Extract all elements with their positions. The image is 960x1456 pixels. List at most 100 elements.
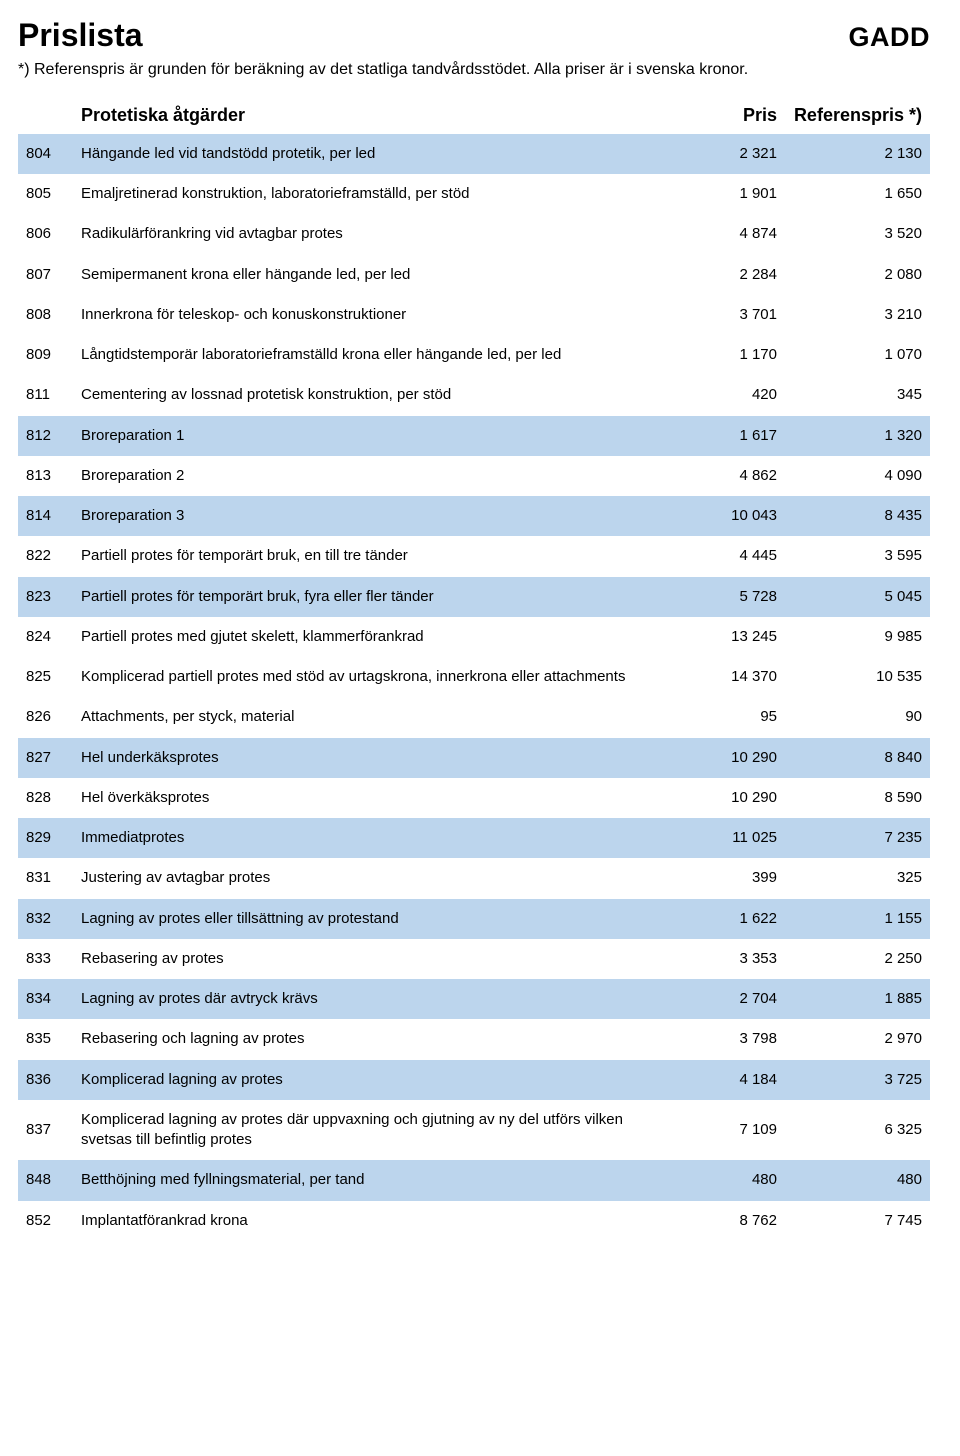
cell-code: 813 bbox=[18, 466, 81, 486]
cell-pris: 2 321 bbox=[687, 144, 777, 164]
cell-ref: 8 840 bbox=[777, 748, 930, 768]
header-row: Prislista GADD bbox=[18, 18, 930, 53]
cell-pris: 3 353 bbox=[687, 949, 777, 969]
table-row: 828Hel överkäksprotes10 2908 590 bbox=[18, 778, 930, 818]
cell-code: 829 bbox=[18, 828, 81, 848]
cell-code: 823 bbox=[18, 587, 81, 607]
cell-desc: Justering av avtagbar protes bbox=[81, 868, 687, 888]
table-row: 811Cementering av lossnad protetisk kons… bbox=[18, 375, 930, 415]
table-row: 827Hel underkäksprotes10 2908 840 bbox=[18, 738, 930, 778]
cell-desc: Semipermanent krona eller hängande led, … bbox=[81, 265, 687, 285]
cell-code: 809 bbox=[18, 345, 81, 365]
cell-code: 806 bbox=[18, 224, 81, 244]
table-row: 809Långtidstemporär laboratorieframställ… bbox=[18, 335, 930, 375]
cell-ref: 5 045 bbox=[777, 587, 930, 607]
cell-code: 825 bbox=[18, 667, 81, 687]
cell-ref: 1 885 bbox=[777, 989, 930, 1009]
cell-pris: 7 109 bbox=[687, 1120, 777, 1140]
cell-ref: 3 210 bbox=[777, 305, 930, 325]
cell-code: 804 bbox=[18, 144, 81, 164]
cell-pris: 2 704 bbox=[687, 989, 777, 1009]
table-row: 823Partiell protes för temporärt bruk, f… bbox=[18, 577, 930, 617]
cell-pris: 420 bbox=[687, 385, 777, 405]
cell-pris: 10 043 bbox=[687, 506, 777, 526]
table-row: 834Lagning av protes där avtryck krävs2 … bbox=[18, 979, 930, 1019]
table-row: 812Broreparation 11 6171 320 bbox=[18, 416, 930, 456]
table-row: 833Rebasering av protes3 3532 250 bbox=[18, 939, 930, 979]
table-row: 813Broreparation 24 8624 090 bbox=[18, 456, 930, 496]
cell-desc: Partiell protes för temporärt bruk, en t… bbox=[81, 546, 687, 566]
section-header: Protetiska åtgärder Pris Referenspris *) bbox=[18, 99, 930, 134]
col-ref-header: Referenspris *) bbox=[777, 105, 930, 126]
cell-code: 837 bbox=[18, 1120, 81, 1140]
cell-desc: Attachments, per styck, material bbox=[81, 707, 687, 727]
table-row: 814Broreparation 310 0438 435 bbox=[18, 496, 930, 536]
cell-desc: Broreparation 2 bbox=[81, 466, 687, 486]
cell-desc: Partiell protes för temporärt bruk, fyra… bbox=[81, 587, 687, 607]
cell-desc: Hängande led vid tandstödd protetik, per… bbox=[81, 144, 687, 164]
cell-code: 848 bbox=[18, 1170, 81, 1190]
cell-code: 826 bbox=[18, 707, 81, 727]
table-row: 808Innerkrona för teleskop- och konuskon… bbox=[18, 295, 930, 335]
cell-desc: Broreparation 1 bbox=[81, 426, 687, 446]
cell-pris: 5 728 bbox=[687, 587, 777, 607]
cell-pris: 2 284 bbox=[687, 265, 777, 285]
cell-ref: 3 520 bbox=[777, 224, 930, 244]
table-row: 829Immediatprotes11 0257 235 bbox=[18, 818, 930, 858]
table-row: 804Hängande led vid tandstödd protetik, … bbox=[18, 134, 930, 174]
cell-ref: 6 325 bbox=[777, 1120, 930, 1140]
cell-desc: Implantatförankrad krona bbox=[81, 1211, 687, 1231]
cell-ref: 3 725 bbox=[777, 1070, 930, 1090]
cell-ref: 480 bbox=[777, 1170, 930, 1190]
cell-ref: 3 595 bbox=[777, 546, 930, 566]
cell-desc: Partiell protes med gjutet skelett, klam… bbox=[81, 627, 687, 647]
cell-pris: 11 025 bbox=[687, 828, 777, 848]
table-row: 852Implantatförankrad krona8 7627 745 bbox=[18, 1201, 930, 1241]
cell-desc: Emaljretinerad konstruktion, laboratorie… bbox=[81, 184, 687, 204]
cell-code: 828 bbox=[18, 788, 81, 808]
table-row: 824Partiell protes med gjutet skelett, k… bbox=[18, 617, 930, 657]
cell-pris: 4 874 bbox=[687, 224, 777, 244]
cell-ref: 1 650 bbox=[777, 184, 930, 204]
cell-desc: Komplicerad partiell protes med stöd av … bbox=[81, 667, 687, 687]
cell-desc: Broreparation 3 bbox=[81, 506, 687, 526]
table-row: 848Betthöjning med fyllningsmaterial, pe… bbox=[18, 1160, 930, 1200]
cell-code: 814 bbox=[18, 506, 81, 526]
cell-code: 808 bbox=[18, 305, 81, 325]
cell-pris: 1 622 bbox=[687, 909, 777, 929]
table-row: 826Attachments, per styck, material9590 bbox=[18, 697, 930, 737]
cell-desc: Lagning av protes där avtryck krävs bbox=[81, 989, 687, 1009]
cell-ref: 1 155 bbox=[777, 909, 930, 929]
cell-code: 831 bbox=[18, 868, 81, 888]
cell-code: 833 bbox=[18, 949, 81, 969]
cell-code: 811 bbox=[18, 385, 81, 405]
cell-ref: 9 985 bbox=[777, 627, 930, 647]
cell-ref: 1 320 bbox=[777, 426, 930, 446]
cell-code: 834 bbox=[18, 989, 81, 1009]
table-row: 825Komplicerad partiell protes med stöd … bbox=[18, 657, 930, 697]
table-row: 822Partiell protes för temporärt bruk, e… bbox=[18, 536, 930, 576]
table-row: 832Lagning av protes eller tillsättning … bbox=[18, 899, 930, 939]
page-title: Prislista bbox=[18, 18, 143, 53]
cell-pris: 480 bbox=[687, 1170, 777, 1190]
table-row: 836Komplicerad lagning av protes4 1843 7… bbox=[18, 1060, 930, 1100]
cell-ref: 1 070 bbox=[777, 345, 930, 365]
cell-code: 805 bbox=[18, 184, 81, 204]
reference-note: *) Referenspris är grunden för beräkning… bbox=[18, 59, 930, 81]
cell-pris: 8 762 bbox=[687, 1211, 777, 1231]
col-code-header bbox=[18, 105, 81, 126]
table-row: 837Komplicerad lagning av protes där upp… bbox=[18, 1100, 930, 1161]
cell-desc: Rebasering och lagning av protes bbox=[81, 1029, 687, 1049]
cell-desc: Radikulärförankring vid avtagbar protes bbox=[81, 224, 687, 244]
brand-label: GADD bbox=[849, 22, 931, 53]
cell-code: 812 bbox=[18, 426, 81, 446]
cell-ref: 7 235 bbox=[777, 828, 930, 848]
cell-desc: Hel underkäksprotes bbox=[81, 748, 687, 768]
cell-ref: 2 080 bbox=[777, 265, 930, 285]
cell-desc: Betthöjning med fyllningsmaterial, per t… bbox=[81, 1170, 687, 1190]
cell-ref: 8 590 bbox=[777, 788, 930, 808]
cell-pris: 10 290 bbox=[687, 748, 777, 768]
cell-pris: 1 170 bbox=[687, 345, 777, 365]
page: Prislista GADD *) Referenspris är grunde… bbox=[0, 0, 960, 1261]
cell-ref: 2 250 bbox=[777, 949, 930, 969]
